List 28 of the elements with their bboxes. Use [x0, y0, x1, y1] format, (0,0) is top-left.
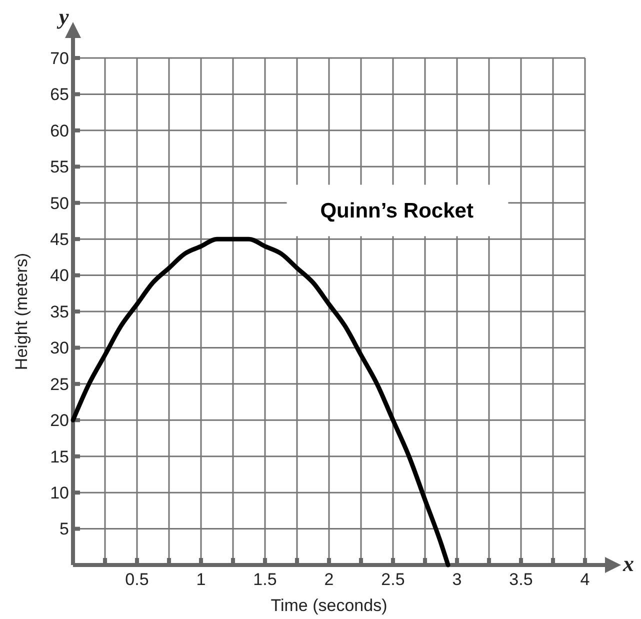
line-series [70, 236, 450, 568]
y-tick-label: 40 [50, 266, 69, 286]
y-tick-label: 35 [50, 302, 69, 322]
y-tick-label: 50 [50, 194, 69, 213]
y-tick-label: 45 [50, 230, 69, 250]
x-tick-label: 0.5 [125, 570, 149, 589]
y-axis-title: Height (meters) [12, 252, 31, 370]
x-tick-label: 1.5 [253, 570, 277, 589]
y-tick-label: 20 [50, 411, 69, 430]
text: Quinn’s Rocket [320, 199, 474, 222]
text: y [56, 4, 69, 29]
x-axis-title: Time (seconds) [270, 596, 388, 615]
x-tick-label: 2 [324, 570, 334, 589]
x-tick-label: 1 [196, 570, 206, 589]
y-tick-label: 5 [60, 520, 69, 539]
x-tick-label: 4 [580, 570, 590, 589]
y-tick-label: 55 [50, 158, 69, 177]
y-tick-label: 10 [50, 484, 69, 503]
x-tick-label: 2.5 [381, 570, 405, 589]
y-tick-label: 70 [50, 48, 69, 68]
y-tick-label: 15 [50, 447, 69, 466]
text: x [622, 551, 634, 576]
y-tick-label: 65 [50, 85, 69, 104]
x-tick-label: 3 [452, 570, 462, 589]
y-tick-label: 60 [50, 121, 69, 140]
y-tick-label: 30 [50, 338, 69, 358]
x-tick-label: 3.5 [509, 570, 533, 589]
y-tick-label: 25 [50, 374, 69, 394]
